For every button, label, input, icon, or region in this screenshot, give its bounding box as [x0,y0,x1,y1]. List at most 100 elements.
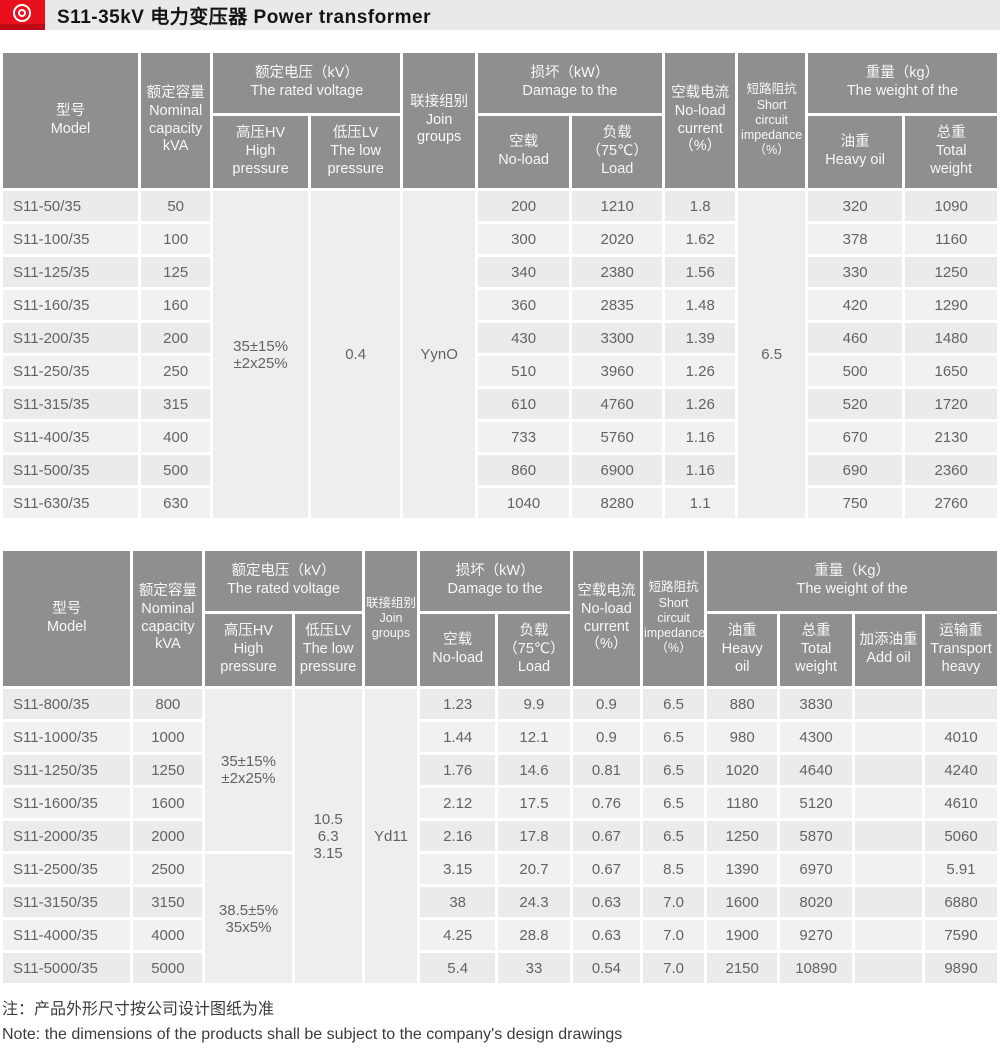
cell-addoil [855,821,923,851]
col-header-noload-current: 空载电流 No-load current （%） [572,551,640,686]
cell-current: 1.26 [665,389,736,419]
cell-kva: 3150 [133,887,203,917]
table-row: S11-1600/35 1600 2.12 17.5 0.76 6.5 1180… [3,788,997,818]
cell-load: 20.7 [498,854,570,884]
cell-noload: 1.23 [420,689,496,719]
cell-kva: 125 [140,257,211,287]
cell-load: 1210 [572,191,663,221]
cell-noload: 1.76 [420,755,496,785]
cell-total: 2360 [905,455,997,485]
col-header-capacity: 额定容量 Nominal capacity kVA [133,551,203,686]
cell-total: 2130 [905,422,997,452]
cell-addoil [855,755,923,785]
cell-impedance: 6.5 [642,821,705,851]
spec-table-large-capacity: 型号 Model 额定容量 Nominal capacity kVA 额定电压（… [0,548,1000,986]
cell-current: 0.76 [572,788,640,818]
cell-current: 0.54 [572,953,640,983]
cell-lv-span: 10.5 6.3 3.15 [294,689,362,983]
table-row: S11-1250/35 1250 1.76 14.6 0.81 6.5 1020… [3,755,997,785]
col-header-lv: 低压LV The low pressure [310,116,401,188]
cell-load: 2020 [572,224,663,254]
cell-load: 9.9 [498,689,570,719]
cell-noload: 2.16 [420,821,496,851]
cell-oil: 420 [807,290,903,320]
cell-oil: 980 [707,722,778,752]
cell-current: 1.56 [665,257,736,287]
cell-model: S11-4000/35 [3,920,131,950]
cell-current: 0.63 [572,920,640,950]
cell-model: S11-1600/35 [3,788,131,818]
cell-total: 1650 [905,356,997,386]
cell-transport: 5060 [925,821,997,851]
page-title: S11-35kV 电力变压器 Power transformer [57,6,431,28]
cell-impedance: 6.5 [642,689,705,719]
cell-transport [925,689,997,719]
cell-model: S11-630/35 [3,488,138,518]
cell-current: 0.67 [572,821,640,851]
cell-total: 1250 [905,257,997,287]
cell-noload: 1040 [477,488,570,518]
cell-load: 4760 [572,389,663,419]
cell-total: 1290 [905,290,997,320]
cell-addoil [855,887,923,917]
cell-kva: 630 [140,488,211,518]
title-bar: S11-35kV 电力变压器 Power transformer [0,0,1000,30]
cell-total: 2760 [905,488,997,518]
cell-lv-span: 0.4 [310,191,401,518]
cell-noload: 5.4 [420,953,496,983]
col-header-lv: 低压LV The low pressure [294,614,362,686]
cell-noload: 860 [477,455,570,485]
col-header-capacity: 额定容量 Nominal capacity kVA [140,53,211,188]
cell-oil: 1250 [707,821,778,851]
cell-kva: 4000 [133,920,203,950]
cell-kva: 200 [140,323,211,353]
cell-load: 3960 [572,356,663,386]
brand-logo-icon [0,0,45,30]
table-row: S11-4000/35 4000 4.25 28.8 0.63 7.0 1900… [3,920,997,950]
cell-addoil [855,788,923,818]
cell-transport: 4610 [925,788,997,818]
cell-model: S11-100/35 [3,224,138,254]
cell-join-span: YynO [403,191,475,518]
cell-noload: 360 [477,290,570,320]
cell-current: 1.1 [665,488,736,518]
cell-noload: 430 [477,323,570,353]
cell-load: 17.5 [498,788,570,818]
table-row: S11-630/35 630 1040 8280 1.1 750 2760 [3,488,997,518]
cell-current: 0.67 [572,854,640,884]
col-header-total-weight: 总重 Total weight [780,614,852,686]
cell-impedance: 7.0 [642,920,705,950]
cell-addoil [855,920,923,950]
cell-impedance: 7.0 [642,953,705,983]
col-header-weight: 重量（kg） The weight of the [807,53,997,113]
cell-noload: 38 [420,887,496,917]
cell-addoil [855,854,923,884]
cell-transport: 6880 [925,887,997,917]
cell-noload: 610 [477,389,570,419]
cell-join-span: Yd11 [364,689,418,983]
cell-noload: 340 [477,257,570,287]
table-row: S11-500/35 500 860 6900 1.16 690 2360 [3,455,997,485]
cell-total: 5870 [780,821,852,851]
cell-total: 4300 [780,722,852,752]
cell-oil: 520 [807,389,903,419]
cell-oil: 2150 [707,953,778,983]
col-header-impedance: 短路阻抗 Short circuit impedance （%） [738,53,805,188]
cell-model: S11-160/35 [3,290,138,320]
cell-current: 1.39 [665,323,736,353]
cell-total: 1480 [905,323,997,353]
col-header-noload-current: 空载电流 No-load current （%） [665,53,736,188]
col-header-add-oil: 加添油重 Add oil [855,614,923,686]
cell-model: S11-2000/35 [3,821,131,851]
cell-oil: 378 [807,224,903,254]
cell-model: S11-1000/35 [3,722,131,752]
cell-hv-span: 35±15% ±2x25% [213,191,308,518]
cell-model: S11-800/35 [3,689,131,719]
note-english: Note: the dimensions of the products sha… [2,1026,623,1044]
cell-noload: 733 [477,422,570,452]
cell-transport: 4240 [925,755,997,785]
cell-kva: 100 [140,224,211,254]
cell-total: 3830 [780,689,852,719]
cell-oil: 1900 [707,920,778,950]
cell-oil: 750 [807,488,903,518]
